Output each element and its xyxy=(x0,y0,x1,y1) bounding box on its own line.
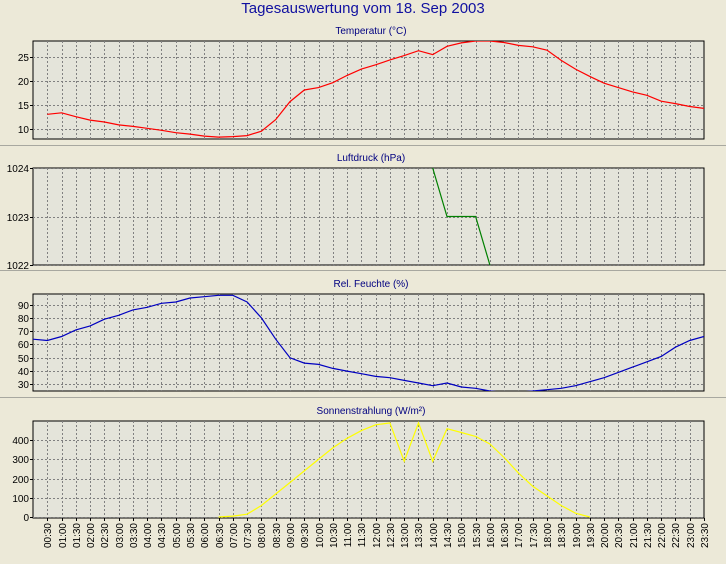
xtick-label: 17:30 xyxy=(529,523,540,548)
xtick-label: 20:30 xyxy=(614,523,625,548)
xtick-label: 04:00 xyxy=(143,523,154,548)
xtick-label: 17:00 xyxy=(514,523,525,548)
panel-separator xyxy=(0,145,726,146)
xtick-label: 09:30 xyxy=(300,523,311,548)
xtick-label: 21:30 xyxy=(643,523,654,548)
panel-separator xyxy=(0,270,726,271)
xtick-label: 13:00 xyxy=(400,523,411,548)
xtick-label: 01:30 xyxy=(72,523,83,548)
xtick-label: 15:00 xyxy=(457,523,468,548)
xtick-label: 00:30 xyxy=(43,523,54,548)
xtick-label: 06:30 xyxy=(215,523,226,548)
pressure-plot-area xyxy=(32,167,705,266)
solar-ytick-label: 300 xyxy=(12,455,29,466)
xtick-label: 12:00 xyxy=(372,523,383,548)
panel-separator xyxy=(0,397,726,398)
xtick-label: 14:30 xyxy=(443,523,454,548)
xtick-label: 18:00 xyxy=(543,523,554,548)
pressure-ytick-label: 1022 xyxy=(7,261,30,272)
xtick-label: 23:30 xyxy=(700,523,711,548)
xtick-label: 12:30 xyxy=(386,523,397,548)
temperature-series-line xyxy=(47,41,704,138)
pressure-title: Luftdruck (hPa) xyxy=(337,153,405,164)
xtick-label: 19:30 xyxy=(586,523,597,548)
xtick-label: 05:30 xyxy=(186,523,197,548)
humidity-title: Rel. Feuchte (%) xyxy=(333,279,408,290)
xtick-label: 05:00 xyxy=(172,523,183,548)
xtick-label: 01:00 xyxy=(58,523,69,548)
humidity-series-line xyxy=(33,294,704,391)
xtick-label: 19:00 xyxy=(572,523,583,548)
xtick-label: 07:00 xyxy=(229,523,240,548)
xtick-label: 11:00 xyxy=(343,523,354,548)
solar-ytick-label: 100 xyxy=(12,494,29,505)
xtick-label: 16:00 xyxy=(486,523,497,548)
xtick-label: 04:30 xyxy=(157,523,168,548)
humidity-ytick-label: 80 xyxy=(18,314,30,325)
pressure-ytick-label: 1023 xyxy=(7,213,30,224)
humidity-ytick-label: 50 xyxy=(18,354,30,365)
xtick-label: 06:00 xyxy=(200,523,211,548)
temperature-title: Temperatur (°C) xyxy=(335,26,406,37)
humidity-ytick-label: 60 xyxy=(18,340,30,351)
xtick-label: 14:00 xyxy=(429,523,440,548)
pressure-ytick-label: 1024 xyxy=(7,164,30,175)
temperature-ytick-label: 15 xyxy=(18,101,30,112)
page-title: Tagesauswertung vom 18. Sep 2003 xyxy=(241,0,485,17)
xtick-label: 16:30 xyxy=(500,523,511,548)
pressure-series-line xyxy=(432,168,491,265)
xtick-label: 03:30 xyxy=(129,523,140,548)
xtick-label: 10:30 xyxy=(329,523,340,548)
xtick-label: 22:00 xyxy=(657,523,668,548)
xtick-label: 22:30 xyxy=(671,523,682,548)
xtick-label: 18:30 xyxy=(557,523,568,548)
xtick-label: 15:30 xyxy=(472,523,483,548)
xtick-label: 03:00 xyxy=(115,523,126,548)
xtick-label: 21:00 xyxy=(629,523,640,548)
humidity-ytick-label: 40 xyxy=(18,367,30,378)
xtick-label: 08:30 xyxy=(272,523,283,548)
xtick-label: 10:00 xyxy=(315,523,326,548)
xtick-label: 13:30 xyxy=(414,523,425,548)
temperature-plot-area xyxy=(32,40,705,140)
xtick-label: 08:00 xyxy=(257,523,268,548)
xtick-label: 02:00 xyxy=(86,523,97,548)
xtick-label: 07:30 xyxy=(243,523,254,548)
xtick-label: 23:00 xyxy=(686,523,697,548)
solar-ytick-label: 0 xyxy=(23,513,29,524)
xtick-label: 02:30 xyxy=(100,523,111,548)
xtick-label: 09:00 xyxy=(286,523,297,548)
solar-series-line xyxy=(218,421,590,518)
temperature-ytick-label: 10 xyxy=(18,125,30,136)
solar-plot-area xyxy=(32,420,705,519)
xtick-label: 20:00 xyxy=(600,523,611,548)
humidity-ytick-label: 30 xyxy=(18,380,30,391)
temperature-ytick-label: 25 xyxy=(18,53,30,64)
solar-ytick-label: 400 xyxy=(12,436,29,447)
humidity-ytick-label: 70 xyxy=(18,327,30,338)
temperature-ytick-label: 20 xyxy=(18,77,30,88)
solar-ytick-label: 200 xyxy=(12,475,29,486)
xtick-label: 11:30 xyxy=(357,523,368,548)
humidity-ytick-label: 90 xyxy=(18,301,30,312)
solar-title: Sonnenstrahlung (W/m²) xyxy=(317,406,426,417)
